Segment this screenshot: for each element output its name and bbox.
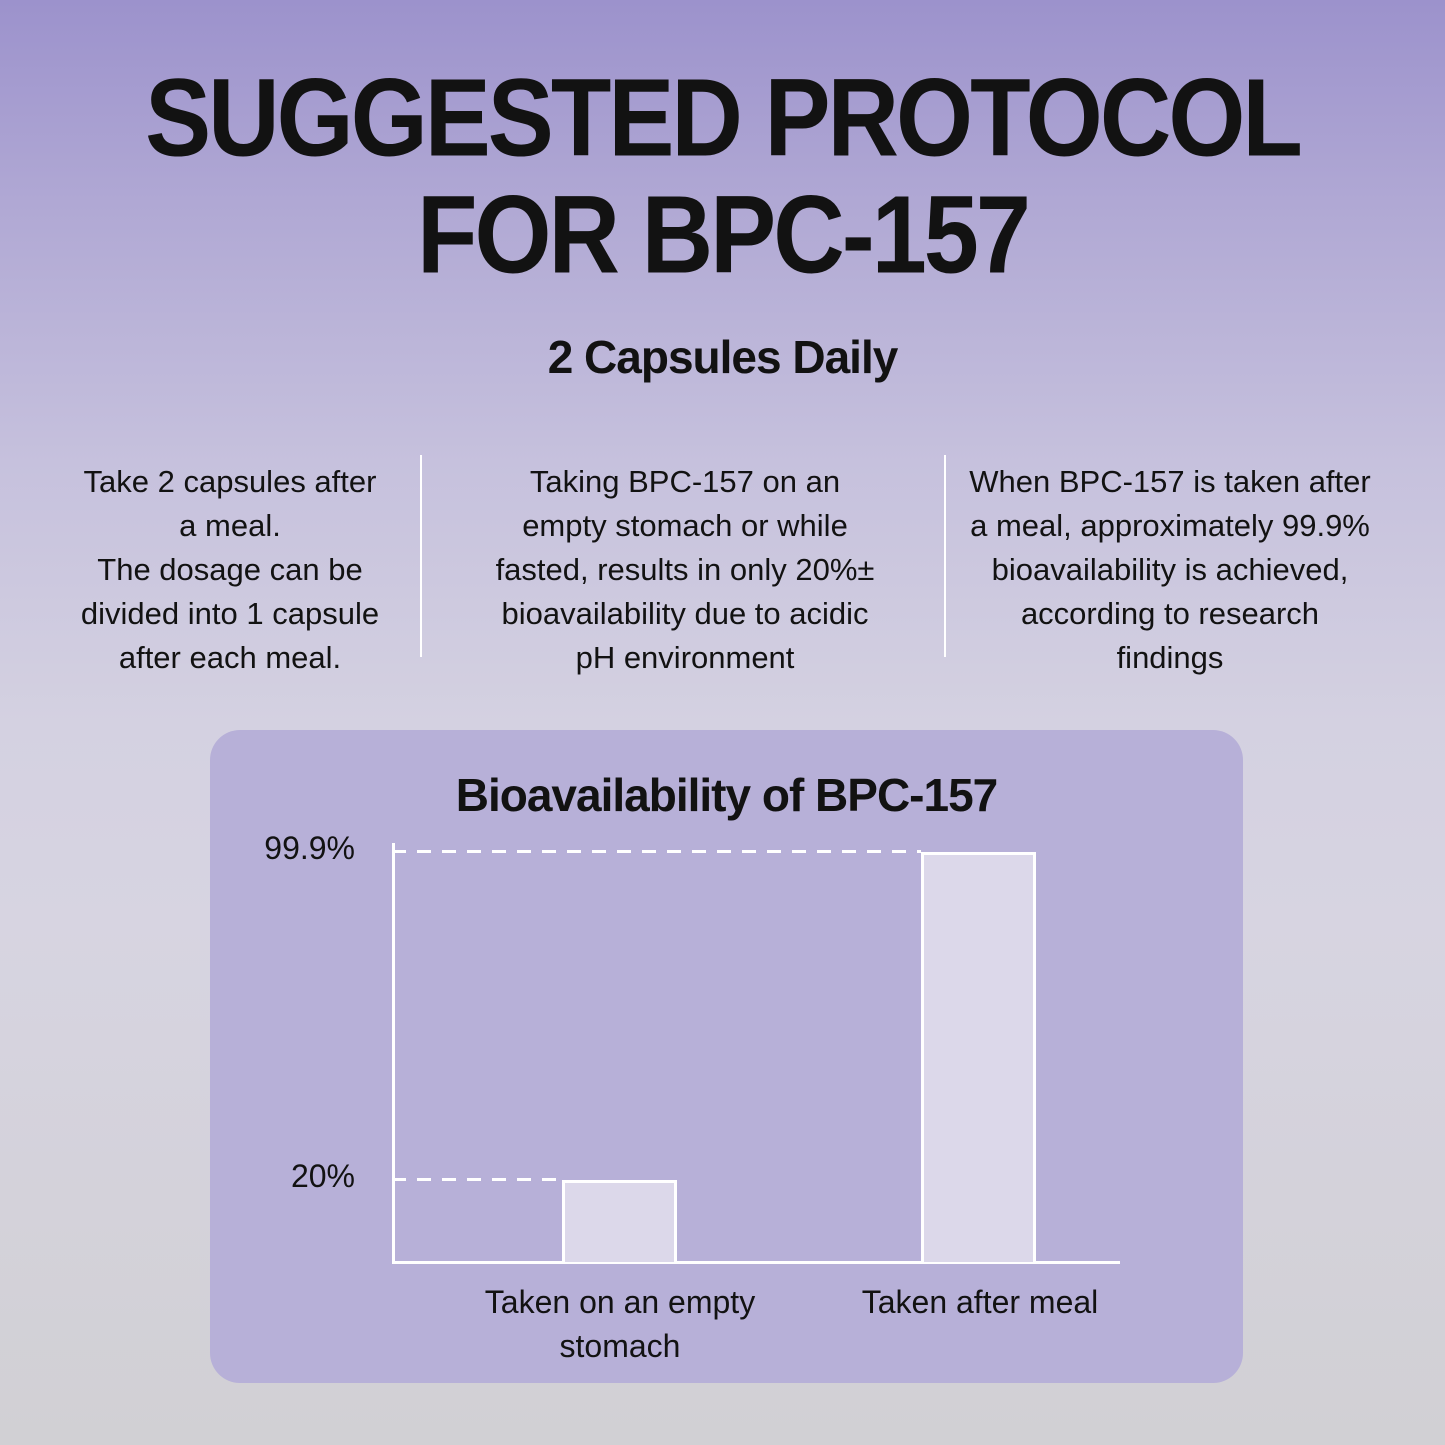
y-tick-label-20: 20% bbox=[290, 1158, 355, 1194]
gridline-99-percent bbox=[392, 850, 921, 853]
info-column-empty-stomach: Taking BPC-157 on an empty stomach or wh… bbox=[495, 464, 875, 675]
chart-title: Bioavailability of BPC-157 bbox=[455, 769, 999, 821]
column-divider-2 bbox=[944, 455, 946, 657]
page-title: SUGGESTED PROTOCOL FOR BPC-157 bbox=[145, 56, 1303, 297]
bar-empty-stomach bbox=[562, 1180, 677, 1262]
x-axis-line bbox=[392, 1261, 1120, 1264]
gridline-20-percent bbox=[392, 1178, 562, 1181]
category-label-empty-stomach: Taken on an empty stomach bbox=[484, 1284, 756, 1364]
y-axis-line bbox=[392, 843, 395, 1264]
y-tick-label-99: 99.9% bbox=[264, 830, 355, 866]
bar-after-meal bbox=[921, 852, 1036, 1262]
bar-chart: Bioavailability of BPC-157 20% 99.9% Tak… bbox=[210, 730, 1243, 1383]
info-column-after-meal: When BPC-157 is taken after a meal, appr… bbox=[969, 464, 1371, 675]
info-column-dosage: Take 2 capsules after a meal. The dosage… bbox=[80, 464, 380, 675]
page-subtitle: 2 Capsules Daily bbox=[547, 331, 899, 383]
column-divider-1 bbox=[420, 455, 422, 657]
category-label-after-meal: Taken after meal bbox=[861, 1284, 1099, 1320]
